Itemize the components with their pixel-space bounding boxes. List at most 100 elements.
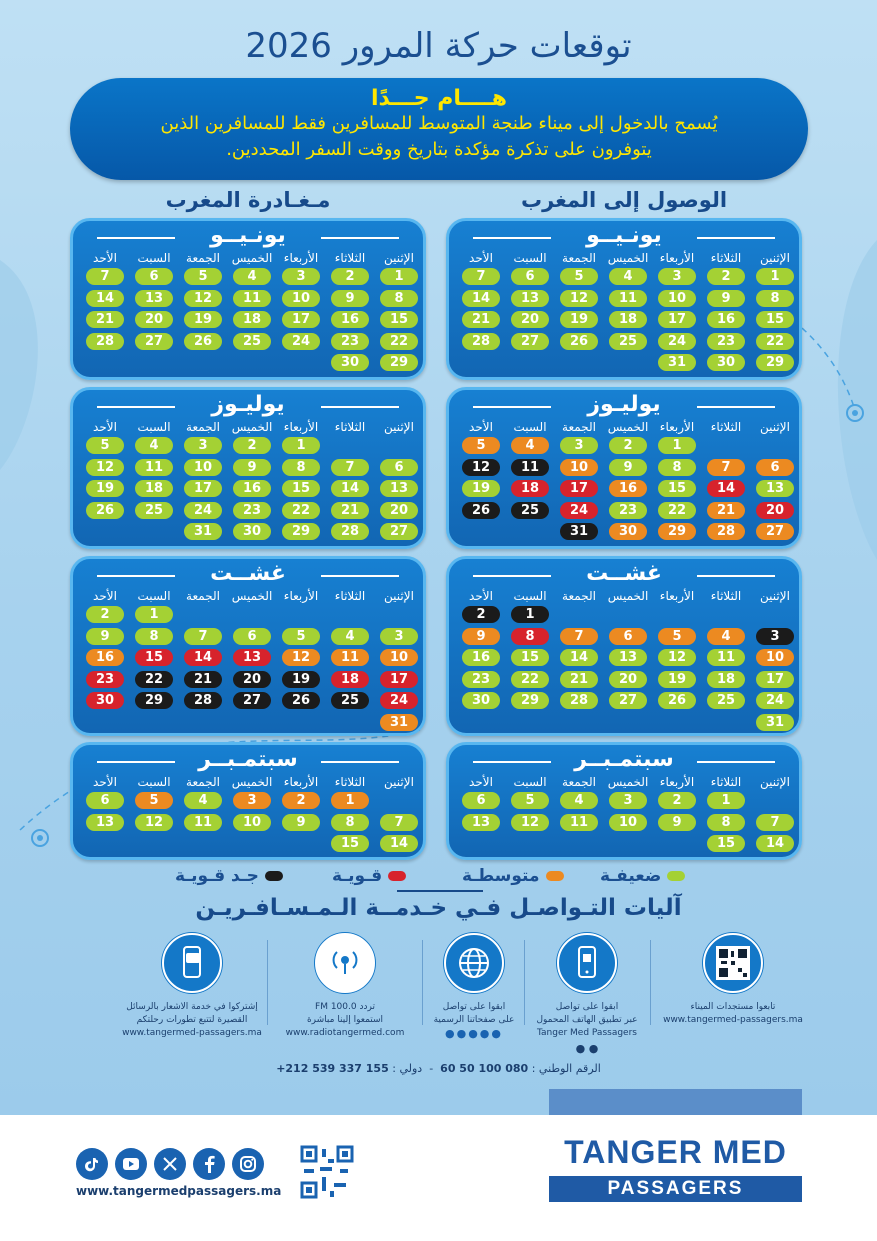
calendar-day: 9 xyxy=(658,813,696,831)
weekday-label: الأحد xyxy=(469,775,493,789)
calendar-day: 14 xyxy=(184,649,222,666)
contact-app-name: Tanger Med Passagers xyxy=(537,1028,637,1038)
calendar-day: 16 xyxy=(462,649,500,666)
calendar-day: 9 xyxy=(233,458,271,476)
calendar-day: 3 xyxy=(380,627,418,645)
calendar-day: 27 xyxy=(511,332,549,350)
calendar-day: 21 xyxy=(707,501,745,519)
weekday-label: الخميس xyxy=(231,775,273,789)
calendar-day: 1 xyxy=(658,437,696,454)
calendar-day: 15 xyxy=(380,311,418,328)
weekday-label: الأربعاء xyxy=(283,251,319,265)
calendar-day: 22 xyxy=(756,332,794,350)
month-title-rule xyxy=(321,406,399,408)
calendar-day: 23 xyxy=(609,501,647,519)
month-title-rule xyxy=(473,575,551,577)
contact-website[interactable]: تابعوا مستجدات الميناء www.tangermed-pas… xyxy=(663,933,803,1027)
calendar-day: 14 xyxy=(462,289,500,307)
month-title: يونـيــو xyxy=(586,223,662,248)
calendar-day: 10 xyxy=(282,289,320,307)
calendar-day: 6 xyxy=(233,627,271,645)
phone-national[interactable]: 60 50 100 080 xyxy=(440,1062,529,1075)
contact-radio-url[interactable]: www.radiotangermed.com xyxy=(285,1028,405,1038)
calendar-day: 7 xyxy=(184,627,222,645)
arrival-calendar-august: غشــت الإثنين الثلاثاء الأربعاء الخميس الجمعة… xyxy=(446,556,802,736)
calendar-day: 20 xyxy=(380,501,418,519)
calendar-day: 9 xyxy=(282,813,320,831)
weekday-label: الأربعاء xyxy=(283,420,319,434)
weekday-label: السبت xyxy=(513,251,547,265)
calendar-day: 6 xyxy=(756,458,794,476)
calendar-day: 19 xyxy=(658,670,696,688)
contact-radio-line2: استمعوا إلينا مباشرة xyxy=(306,1015,384,1025)
calendar-day: 11 xyxy=(233,289,271,307)
footer-website-url[interactable]: www.tangermedpassagers.ma xyxy=(76,1184,282,1198)
weekday-label: السبت xyxy=(137,420,171,434)
calendar-day: 10 xyxy=(560,458,598,476)
calendar-day: 19 xyxy=(184,311,222,328)
youtube-icon[interactable] xyxy=(115,1148,147,1180)
app-store-icons[interactable]: ● ● xyxy=(575,1042,599,1055)
notice-line-1: يُسمح بالدخول إلى ميناء طنجة المتوسط للم… xyxy=(160,113,718,134)
tanger-med-logo: TANGER MED xyxy=(564,1134,787,1170)
calendar-day: 23 xyxy=(707,332,745,350)
calendar-day: 29 xyxy=(135,692,173,709)
calendar-day: 9 xyxy=(86,627,124,645)
calendar-day: 3 xyxy=(658,268,696,285)
notice-line-2: يتوفرون على تذكرة مؤكدة بتاريخ ووقت السف… xyxy=(226,139,652,160)
calendar-day: 1 xyxy=(380,268,418,285)
tiktok-icon[interactable] xyxy=(76,1148,108,1180)
calendar-day: 21 xyxy=(560,670,598,688)
facebook-icon[interactable] xyxy=(193,1148,225,1180)
weekday-label: الأحد xyxy=(469,251,493,265)
contact-mobile-app[interactable]: ابقوا على تواصل عبر تطبيق الهاتف المحمول… xyxy=(517,933,657,1055)
phone-international[interactable]: +212 539 337 155 xyxy=(276,1062,389,1075)
weekday-label: الأحد xyxy=(469,420,493,434)
calendar-day: 30 xyxy=(707,354,745,371)
calendar-day: 7 xyxy=(86,268,124,285)
calendar-day: 6 xyxy=(511,268,549,285)
calendar-day: 7 xyxy=(707,458,745,476)
weekday-label: الإثنين xyxy=(760,775,790,789)
calendar-day: 23 xyxy=(233,501,271,519)
social-icons-row[interactable]: ●●●●● xyxy=(445,1027,503,1040)
contact-website-url[interactable]: www.tangermed-passagers.ma xyxy=(663,1015,803,1025)
calendar-day: 11 xyxy=(331,649,369,666)
calendar-day: 15 xyxy=(511,649,549,666)
contact-sms-url[interactable]: www.tangermed-passagers.ma xyxy=(122,1028,262,1038)
weekday-label: الأحد xyxy=(93,775,117,789)
weekday-label: الأربعاء xyxy=(659,589,695,603)
calendar-day: 2 xyxy=(658,792,696,809)
month-title: غشــت xyxy=(586,561,662,586)
contact-sms[interactable]: إشتركوا في خدمة الاشعار بالرسائل القصيرة… xyxy=(112,933,272,1040)
legend-weak-swatch xyxy=(667,871,686,881)
calendar-day: 20 xyxy=(511,311,549,328)
calendar-day: 28 xyxy=(184,692,222,709)
phone-numbers: الرقم الوطني : 60 50 100 080 - دولي : +2… xyxy=(0,1062,877,1075)
contact-social-pages[interactable]: ابقوا على تواصل على صفحاتنا الرسمية ●●●●… xyxy=(404,933,544,1040)
arrival-section-title: الوصول إلى المغرب xyxy=(520,188,728,212)
calendar-day: 10 xyxy=(184,458,222,476)
x-icon[interactable] xyxy=(154,1148,186,1180)
calendar-day: 17 xyxy=(658,311,696,328)
calendar-day: 31 xyxy=(658,354,696,371)
calendar-day: 2 xyxy=(282,792,320,809)
footer-qr-code-icon[interactable] xyxy=(300,1145,354,1203)
calendar-day: 18 xyxy=(135,480,173,497)
contact-app-line1: ابقوا على تواصل xyxy=(555,1002,619,1012)
calendar-day: 26 xyxy=(658,692,696,709)
calendar-day: 28 xyxy=(560,692,598,709)
legend-medium: متوسطـة xyxy=(462,866,564,888)
month-title-rule xyxy=(697,237,775,239)
calendar-day: 27 xyxy=(380,523,418,540)
calendar-day: 7 xyxy=(756,813,794,831)
arrival-calendar-september: سبتمـبــر الإثنين الثلاثاء الأربعاء الخميس ال… xyxy=(446,742,802,860)
calendar-day: 4 xyxy=(331,627,369,645)
weekday-label: الإثنين xyxy=(760,251,790,265)
calendar-day: 22 xyxy=(282,501,320,519)
departure-calendar-july: يوليـوز الإثنين الثلاثاء الأربعاء الخميس الجم… xyxy=(70,387,426,549)
calendar-day: 25 xyxy=(233,332,271,350)
calendar-day: 23 xyxy=(462,670,500,688)
contact-radio[interactable]: تردد FM 100.0 استمعوا إلينا مباشرة www.r… xyxy=(275,933,415,1040)
instagram-icon[interactable] xyxy=(232,1148,264,1180)
